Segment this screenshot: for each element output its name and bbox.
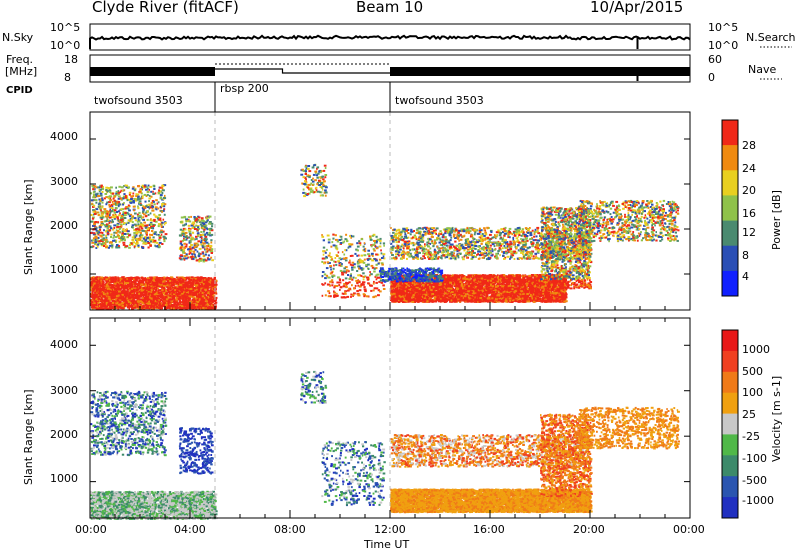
power-colorbar-swatch-2	[722, 170, 738, 196]
xtick-2000: 20:00	[573, 523, 605, 536]
velocity-colorbar-swatch-3	[722, 393, 738, 414]
power-cbar-tick-28: 28	[742, 139, 756, 152]
nsky-trace	[90, 36, 690, 40]
power-colorbar-swatch-0	[722, 120, 738, 146]
xtick-1600: 16:00	[473, 523, 505, 536]
velocity-cbar-tick-m1000: -1000	[742, 494, 774, 507]
cpid-segment-1: twofsound 3503	[94, 94, 183, 107]
xtick-2400: 00:00	[673, 523, 705, 536]
power-ytick-1000: 1000	[50, 263, 78, 276]
velocity-cbar-tick-m100: -100	[742, 452, 767, 465]
xtick-1200: 12:00	[374, 523, 406, 536]
freq-tick-lo: 8	[64, 71, 71, 84]
date-title: 10/Apr/2015	[590, 0, 683, 16]
power-colorbar-swatch-5	[722, 246, 738, 272]
nsearch-tick-hi: 10^5	[708, 21, 738, 34]
power-cbar-tick-24: 24	[742, 162, 756, 175]
nsky-tick-lo: 10^0	[50, 39, 80, 52]
power-ytick-2000: 2000	[50, 219, 78, 232]
nave-label: Nave	[748, 63, 776, 76]
freq-label-line2: [MHz]	[5, 65, 37, 78]
nave-tick-hi: 60	[708, 53, 722, 66]
cpid-segment-2: rbsp 200	[220, 82, 269, 95]
freq-band-1	[90, 67, 215, 76]
velocity-ytick-1000: 1000	[50, 472, 78, 485]
power-colorbar-swatch-1	[722, 145, 738, 171]
xtick-0400: 04:00	[174, 523, 206, 536]
station-title: Clyde River (fitACF)	[92, 0, 239, 16]
velocity-colorbar-swatch-7	[722, 476, 738, 497]
velocity-cbar-tick-m25: -25	[742, 430, 760, 443]
power-cbar-tick-20: 20	[742, 184, 756, 197]
power-cbar-tick-16: 16	[742, 207, 756, 220]
cpid-segment-3: twofsound 3503	[395, 94, 484, 107]
velocity-colorbar-swatch-6	[722, 455, 738, 476]
power-colorbar-swatch-6	[722, 271, 738, 297]
velocity-heatmap-cells	[90, 371, 680, 520]
power-cbar-tick-8: 8	[742, 249, 749, 262]
velocity-colorbar-swatch-5	[722, 434, 738, 455]
power-ytick-4000: 4000	[50, 130, 78, 143]
freq-tick-hi: 18	[64, 53, 78, 66]
velocity-colorbar-swatch-4	[722, 414, 738, 435]
freq-band-3	[390, 67, 690, 76]
velocity-cbar-tick-25: 25	[742, 408, 756, 421]
xtick-0800: 08:00	[274, 523, 306, 536]
power-cbar-tick-12: 12	[742, 226, 756, 239]
freq-rbsp-trace	[215, 69, 390, 73]
nsearch-label: N.Search	[746, 31, 796, 44]
velocity-colorbar-swatch-1	[722, 351, 738, 372]
velocity-cbar-tick-100: 100	[742, 386, 763, 399]
power-cbar-tick-4: 4	[742, 270, 749, 283]
velocity-ytick-2000: 2000	[50, 428, 78, 441]
power-ylabel: Slant Range [km]	[22, 179, 35, 275]
xtick-0000: 00:00	[75, 523, 107, 536]
velocity-cbar-tick-m500: -500	[742, 474, 767, 487]
power-cbar-label: Power [dB]	[770, 190, 783, 250]
nsearch-tick-lo: 10^0	[708, 39, 738, 52]
velocity-colorbar-swatch-0	[722, 330, 738, 351]
nsky-label: N.Sky	[2, 31, 33, 44]
velocity-ytick-3000: 3000	[50, 384, 78, 397]
power-colorbar-swatch-3	[722, 195, 738, 221]
power-ytick-3000: 3000	[50, 175, 78, 188]
velocity-cbar-label: Velocity [m s-1]	[770, 376, 783, 462]
xlabel-time: Time UT	[364, 538, 409, 551]
power-colorbar-swatch-4	[722, 221, 738, 247]
power-heatmap-cells	[90, 164, 679, 310]
velocity-colorbar-swatch-2	[722, 372, 738, 393]
nsky-tick-hi: 10^5	[50, 21, 80, 34]
velocity-ylabel: Slant Range [km]	[22, 389, 35, 485]
nave-tick-lo: 0	[708, 71, 715, 84]
velocity-ytick-4000: 4000	[50, 338, 78, 351]
cpid-label: CPID	[6, 85, 33, 96]
velocity-colorbar-swatch-8	[722, 497, 738, 518]
velocity-cbar-tick-1000: 1000	[742, 343, 770, 356]
beam-title: Beam 10	[356, 0, 423, 16]
velocity-cbar-tick-500: 500	[742, 365, 763, 378]
